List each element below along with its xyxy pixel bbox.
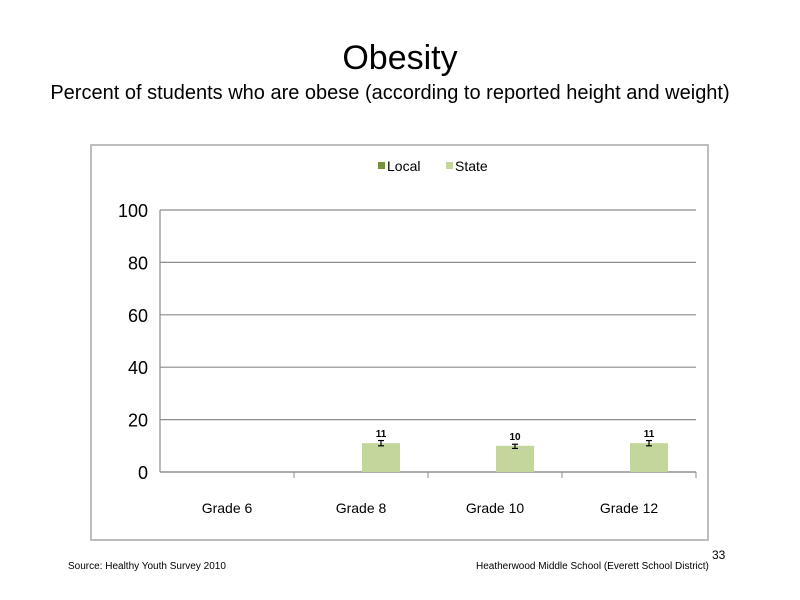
x-tick-label: Grade 12 [600,500,659,516]
x-tick-label: Grade 6 [202,500,253,516]
y-tick-label: 60 [128,306,148,326]
legend-label: State [455,158,488,174]
y-tick-label: 0 [138,463,148,483]
y-tick-label: 20 [128,411,148,431]
legend-swatch [378,162,385,169]
y-tick-label: 80 [128,253,148,273]
school-name: Heatherwood Middle School (Everett Schoo… [476,561,709,572]
y-tick-label: 100 [118,201,148,221]
bar [362,443,400,472]
legend-label: Local [387,158,420,174]
slide-title: Obesity [342,39,458,77]
page-number: 33 [712,548,726,562]
y-tick-label: 40 [128,358,148,378]
data-label: 11 [644,429,655,440]
slide-subtitle: Percent of students who are obese (accor… [50,82,730,104]
source-note: Source: Healthy Youth Survey 2010 [68,561,226,572]
bar [630,443,668,472]
bar [496,445,534,472]
data-label: 11 [376,429,387,440]
x-tick-label: Grade 8 [336,500,387,516]
legend-swatch [446,162,453,169]
data-label: 10 [509,432,521,443]
x-tick-label: Grade 10 [466,500,525,516]
